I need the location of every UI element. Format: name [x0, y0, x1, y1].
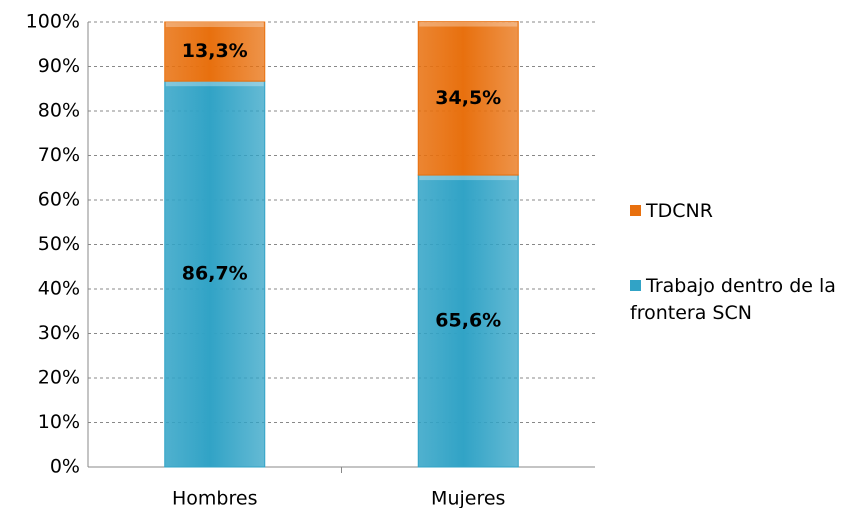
y-tick-label: 40% [38, 278, 80, 300]
y-tick-label: 0% [50, 456, 80, 478]
value-label: 86,7% [182, 263, 248, 285]
value-label: 13,3% [182, 40, 248, 62]
y-tick-label: 90% [38, 55, 80, 77]
bar-cap [165, 81, 264, 87]
legend-swatch [630, 280, 641, 291]
y-tick-label: 50% [38, 233, 80, 255]
bar-cap [419, 21, 518, 27]
bar-segment [417, 174, 519, 468]
y-tick-label: 60% [38, 189, 80, 211]
bar-segment [417, 21, 519, 176]
y-tick-label: 70% [38, 144, 80, 166]
bar-cap [419, 175, 518, 181]
y-tick-label: 30% [38, 322, 80, 344]
value-label: 34,5% [435, 87, 501, 109]
y-tick-label: 20% [38, 367, 80, 389]
legend-item: Trabajo dentro de la frontera SCN [630, 273, 855, 327]
legend-swatch [630, 205, 641, 216]
value-label: 65,6% [435, 310, 501, 332]
x-tick-label: Mujeres [431, 488, 505, 508]
y-tick-label: 100% [26, 11, 80, 33]
legend-label: Trabajo dentro de la frontera SCN [630, 275, 836, 324]
bar-segment [164, 21, 266, 82]
y-tick-label: 10% [38, 411, 80, 433]
legend-label: TDCNR [646, 200, 713, 222]
x-tick-label: Hombres [172, 488, 257, 508]
bar-segment [164, 80, 266, 468]
y-tick-label: 80% [38, 100, 80, 122]
legend-item: TDCNR [630, 198, 855, 225]
bar-cap [165, 22, 264, 27]
